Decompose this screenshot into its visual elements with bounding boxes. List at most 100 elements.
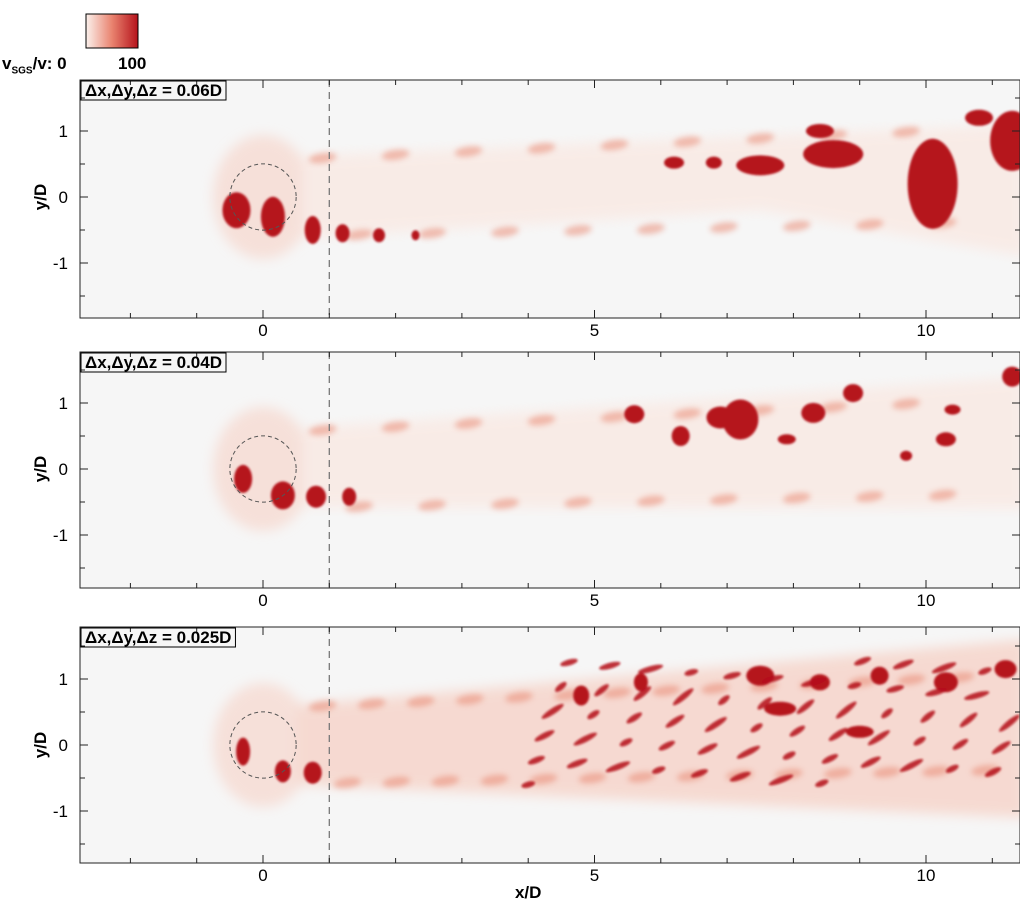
shear-streak [600, 139, 629, 151]
vortex-core [847, 682, 862, 690]
vortex-core [925, 688, 947, 697]
shear-layers [308, 398, 957, 513]
cylinder-outline [229, 711, 297, 779]
y-tick-label: 0 [59, 736, 68, 755]
vortex-core [723, 671, 741, 680]
vortex-core [1002, 366, 1020, 387]
vortex-core [796, 699, 815, 715]
vortex-core [619, 738, 633, 747]
y-tick-label: -1 [53, 526, 68, 545]
vortex-core [952, 738, 969, 750]
vortex-core [697, 743, 718, 755]
vortex-core [789, 725, 806, 737]
shear-streak [505, 691, 533, 703]
vortex-core [222, 192, 251, 229]
y-tick-label: -1 [53, 254, 68, 273]
shear-streak [382, 776, 411, 788]
vortex-core [303, 761, 322, 784]
colorbar-min-label: 0 [57, 54, 67, 73]
vortex-core [637, 664, 664, 674]
wake-halo-cylinder [213, 407, 313, 531]
shear-streak [381, 421, 410, 433]
shear-streak [454, 146, 483, 157]
vortex-core [234, 464, 253, 493]
vortex-core [573, 685, 590, 706]
vortex-cores [236, 656, 1020, 789]
vortex-core [573, 732, 597, 746]
vortex-core [782, 751, 796, 760]
shear-streak [480, 774, 509, 786]
x-tick-label: 0 [258, 321, 267, 340]
shear-streak [529, 773, 558, 785]
shear-streak [892, 398, 920, 410]
vortex-core [746, 665, 775, 686]
shear-streak [746, 133, 775, 144]
x-axis-label: x/D [515, 883, 541, 902]
colorbar-subscript: SGS [11, 65, 33, 77]
vortex-core [626, 712, 642, 724]
vortex-core [411, 230, 420, 241]
vortex-core [805, 124, 834, 138]
panel-label: Δx,Δy,Δz = 0.04D [85, 353, 222, 372]
vortex-core [624, 405, 645, 424]
vortex-core [945, 764, 959, 773]
vortex-core [690, 769, 708, 778]
shear-streak [922, 765, 950, 777]
x-tick-label: 5 [590, 591, 599, 610]
shear-streak [823, 767, 852, 779]
vortex-core [736, 155, 785, 176]
vortex-core [342, 487, 357, 506]
panel-frame [79, 79, 1020, 319]
panel-label: Δx,Δy,Δz = 0.06D [85, 81, 222, 100]
shear-streak [701, 683, 730, 694]
shear-streak [627, 771, 656, 783]
vortex-core [684, 668, 699, 676]
vortex-core [527, 755, 545, 765]
shear-streak [454, 418, 483, 429]
vortex-core [959, 712, 978, 728]
shear-streak [455, 694, 484, 705]
vortex-core [935, 432, 956, 447]
shear-layers [308, 126, 957, 241]
vortex-cores [222, 109, 1020, 244]
colorbar-max-label: 100 [118, 54, 147, 73]
vortex-core [821, 753, 839, 764]
shear-streak [819, 401, 848, 413]
vortex-core [566, 758, 588, 769]
colorbar-swatch [85, 13, 139, 49]
x-tick-label: 5 [590, 866, 599, 885]
vortex-core [304, 216, 321, 244]
vortex-core [729, 771, 751, 782]
shear-streak [873, 766, 901, 778]
vortex-core [736, 745, 761, 759]
shear-streak [564, 497, 592, 508]
vortex-core [843, 384, 864, 403]
shear-streak [527, 142, 556, 154]
shear-streak [527, 414, 556, 426]
vortex-core [931, 662, 957, 674]
shear-streak [431, 775, 460, 787]
shear-streak [928, 489, 957, 501]
shear-streak [418, 227, 446, 239]
vortex-core [555, 681, 567, 692]
vortex-core [750, 723, 763, 733]
y-tick-label: 1 [59, 670, 68, 689]
vortex-core [867, 730, 890, 746]
colorbar-suffix: /v: [32, 54, 53, 73]
shear-streak [709, 494, 738, 505]
vortex-core [757, 697, 772, 710]
shear-streak [652, 685, 680, 696]
y-tick-label: -1 [53, 802, 68, 821]
x-tick-label: 0 [258, 591, 267, 610]
vortex-core [335, 224, 350, 243]
vortex-core [944, 404, 961, 415]
shear-streak [855, 491, 884, 502]
vortex-core [835, 701, 857, 719]
y-axis-label: y/D [31, 184, 50, 210]
vortex-core [236, 737, 251, 766]
vortex-core [933, 672, 958, 693]
shear-streak [782, 492, 811, 504]
shear-streak [636, 223, 665, 235]
vortex-core [764, 701, 797, 716]
vortex-core [633, 686, 652, 701]
